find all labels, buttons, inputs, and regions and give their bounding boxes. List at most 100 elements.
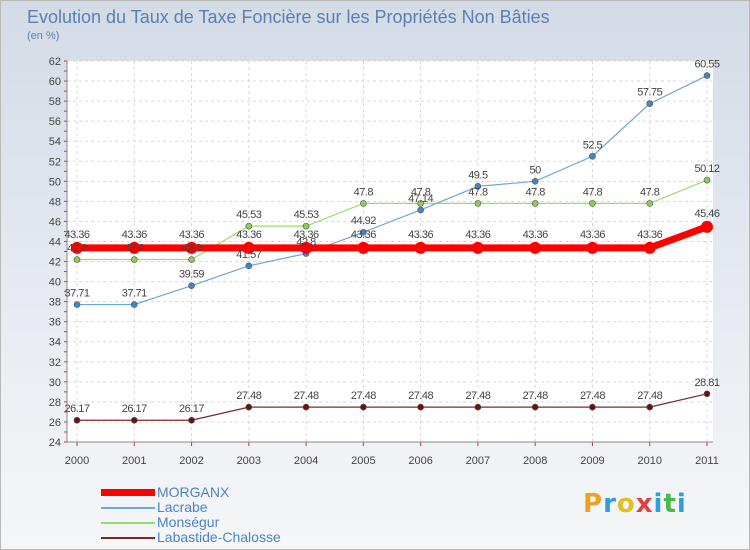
- data-label-lacrabe: 60.55: [694, 59, 719, 71]
- legend-item-monsegur: Monségur: [101, 515, 281, 530]
- data-label-lacrabe: 41.57: [236, 249, 261, 261]
- data-point-mons-gur: [302, 222, 310, 230]
- data-label-morganx: 45.46: [694, 208, 719, 220]
- data-point-labastide-chalosse: [531, 403, 539, 411]
- legend-swatch-lacrabe: [101, 506, 155, 509]
- data-label-mons-gur: 50.12: [694, 163, 719, 175]
- data-point-morganx: [643, 241, 656, 254]
- y-tick-label: 32: [49, 357, 61, 369]
- legend-item-labastide-chalosse: Labastide-Chalosse: [101, 530, 281, 545]
- y-tick-label: 38: [49, 297, 61, 309]
- data-label-morganx: 43.36: [179, 229, 204, 241]
- data-point-lacrabe: [130, 301, 138, 308]
- data-point-morganx: [128, 241, 141, 254]
- data-point-mons-gur: [474, 200, 482, 207]
- data-point-labastide-chalosse: [73, 416, 81, 424]
- data-point-morganx: [586, 241, 599, 254]
- data-point-labastide-chalosse: [417, 403, 424, 411]
- y-tick-label: 24: [49, 437, 61, 449]
- logo-letter: t: [663, 489, 677, 519]
- data-point-mons-gur: [360, 200, 367, 207]
- data-point-mons-gur: [245, 222, 253, 230]
- data-point-lacrabe: [73, 301, 81, 308]
- data-point-labastide-chalosse: [703, 390, 711, 398]
- data-point-morganx: [242, 241, 255, 254]
- legend-item-morganx: MORGANX: [101, 485, 281, 500]
- data-label-labastide-chalosse: 27.48: [236, 390, 261, 402]
- legend-label: Lacrabe: [157, 499, 208, 515]
- y-tick-label: 48: [49, 196, 61, 208]
- data-point-lacrabe: [360, 228, 367, 236]
- data-point-labastide-chalosse: [360, 403, 367, 411]
- chart-title: Evolution du Taux de Taxe Foncière sur l…: [27, 7, 550, 27]
- y-tick-label: 54: [49, 136, 61, 148]
- y-tick-label: 28: [49, 397, 61, 409]
- x-tick-label: 2004: [294, 455, 318, 467]
- data-point-morganx: [300, 241, 313, 254]
- y-tick-label: 42: [49, 257, 61, 269]
- data-label-labastide-chalosse: 27.48: [408, 390, 433, 402]
- data-point-labastide-chalosse: [589, 403, 596, 411]
- data-label-mons-gur: 42.2: [67, 243, 87, 255]
- y-tick-label: 52: [49, 156, 61, 168]
- data-point-lacrabe: [417, 206, 424, 214]
- data-label-lacrabe: 39.59: [179, 269, 204, 281]
- data-point-mons-gur: [531, 200, 539, 207]
- y-tick-label: 46: [49, 216, 61, 228]
- x-tick-label: 2005: [351, 455, 375, 467]
- logo-letter: r: [603, 489, 617, 519]
- data-label-labastide-chalosse: 27.48: [637, 390, 662, 402]
- data-point-mons-gur: [703, 176, 711, 184]
- data-label-lacrabe: 37.71: [64, 288, 89, 300]
- data-label-mons-gur: 47.8: [411, 186, 431, 198]
- x-tick-label: 2009: [580, 455, 604, 467]
- data-label-lacrabe: 44.92: [351, 215, 376, 227]
- data-point-lacrabe: [703, 72, 711, 79]
- data-label-lacrabe: 50: [530, 164, 542, 176]
- data-label-morganx: 43.36: [122, 229, 147, 241]
- data-point-morganx: [701, 220, 713, 233]
- data-label-lacrabe: 37.71: [122, 288, 147, 300]
- legend-label: Labastide-Chalosse: [157, 529, 281, 545]
- data-label-mons-gur: 47.8: [525, 186, 545, 198]
- data-label-mons-gur: 42.2: [125, 243, 145, 255]
- x-tick-label: 2007: [466, 455, 490, 467]
- y-tick-label: 62: [49, 56, 61, 68]
- data-label-mons-gur: 45.53: [236, 209, 261, 221]
- data-label-lacrabe: 49.5: [468, 169, 488, 181]
- data-label-morganx: 43.36: [294, 229, 319, 241]
- y-tick-label: 30: [49, 377, 61, 389]
- data-point-lacrabe: [531, 178, 539, 185]
- data-label-labastide-chalosse: 27.48: [294, 390, 319, 402]
- y-tick-label: 36: [49, 317, 61, 329]
- data-point-labastide-chalosse: [646, 403, 654, 411]
- data-point-lacrabe: [245, 262, 253, 270]
- data-point-mons-gur: [646, 200, 654, 207]
- y-tick-label: 50: [49, 176, 61, 188]
- data-label-morganx: 43.36: [408, 229, 433, 241]
- data-label-labastide-chalosse: 28.81: [694, 377, 719, 389]
- series-line-labastide-chalosse: [76, 393, 708, 421]
- x-tick-label: 2002: [179, 455, 203, 467]
- y-tick-label: 58: [49, 96, 61, 108]
- y-tick-label: 26: [49, 417, 61, 429]
- data-point-labastide-chalosse: [188, 416, 195, 424]
- data-label-lacrabe: 57.75: [637, 87, 662, 99]
- legend-swatch-monsegur: [101, 521, 155, 524]
- proxiti-logo: Proxiti: [583, 489, 687, 519]
- data-label-morganx: 43.36: [523, 229, 548, 241]
- x-tick-label: 2006: [408, 455, 432, 467]
- x-tick-label: 2000: [65, 455, 89, 467]
- data-label-morganx: 43.36: [236, 229, 261, 241]
- data-label-labastide-chalosse: 27.48: [523, 390, 548, 402]
- chart-subtitle: (en %): [27, 30, 60, 42]
- data-point-mons-gur: [417, 200, 424, 207]
- logo-letter: i: [653, 489, 664, 519]
- data-point-morganx: [529, 241, 542, 254]
- data-point-mons-gur: [589, 200, 596, 207]
- legend-item-lacrabe: Lacrabe: [101, 500, 281, 515]
- series-line-mons-gur: [76, 179, 708, 261]
- y-tick-label: 60: [49, 76, 61, 88]
